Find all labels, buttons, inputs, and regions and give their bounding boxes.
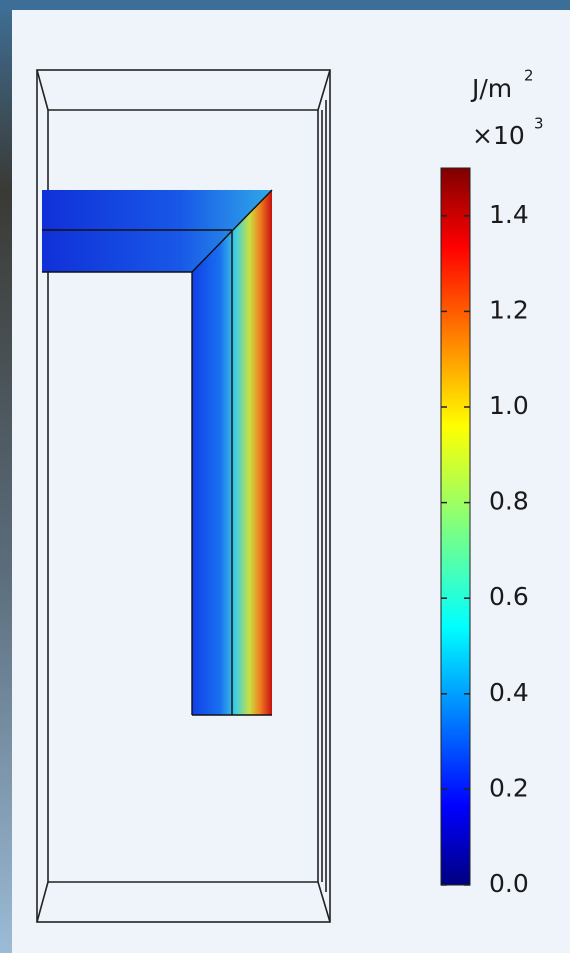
colorbar: [440, 167, 471, 886]
unit: J/m: [470, 74, 512, 103]
multiplier-exponent: 3: [534, 115, 544, 133]
colorbar-tick-label: 0.2: [489, 773, 529, 802]
colorbar-tick-label: 1.4: [489, 200, 529, 229]
colorbar-tick-label: 0.6: [489, 582, 529, 611]
top-bar: [0, 0, 570, 12]
multiplier: ×10: [472, 121, 525, 150]
geometry: [36, 69, 331, 923]
colorbar-tick-label: 0.8: [489, 487, 529, 516]
field-edges: [42, 189, 273, 716]
colorbar-tick-label: 1.2: [489, 295, 529, 324]
field-horizontal: [42, 190, 272, 272]
unit-exponent: 2: [524, 67, 534, 85]
colorbar-tick-label: 0.0: [489, 869, 529, 898]
colorbar-tick-label: 1.0: [489, 391, 529, 420]
graphics-panel: [12, 10, 570, 953]
colorbar-tick-label: 0.4: [489, 678, 529, 707]
